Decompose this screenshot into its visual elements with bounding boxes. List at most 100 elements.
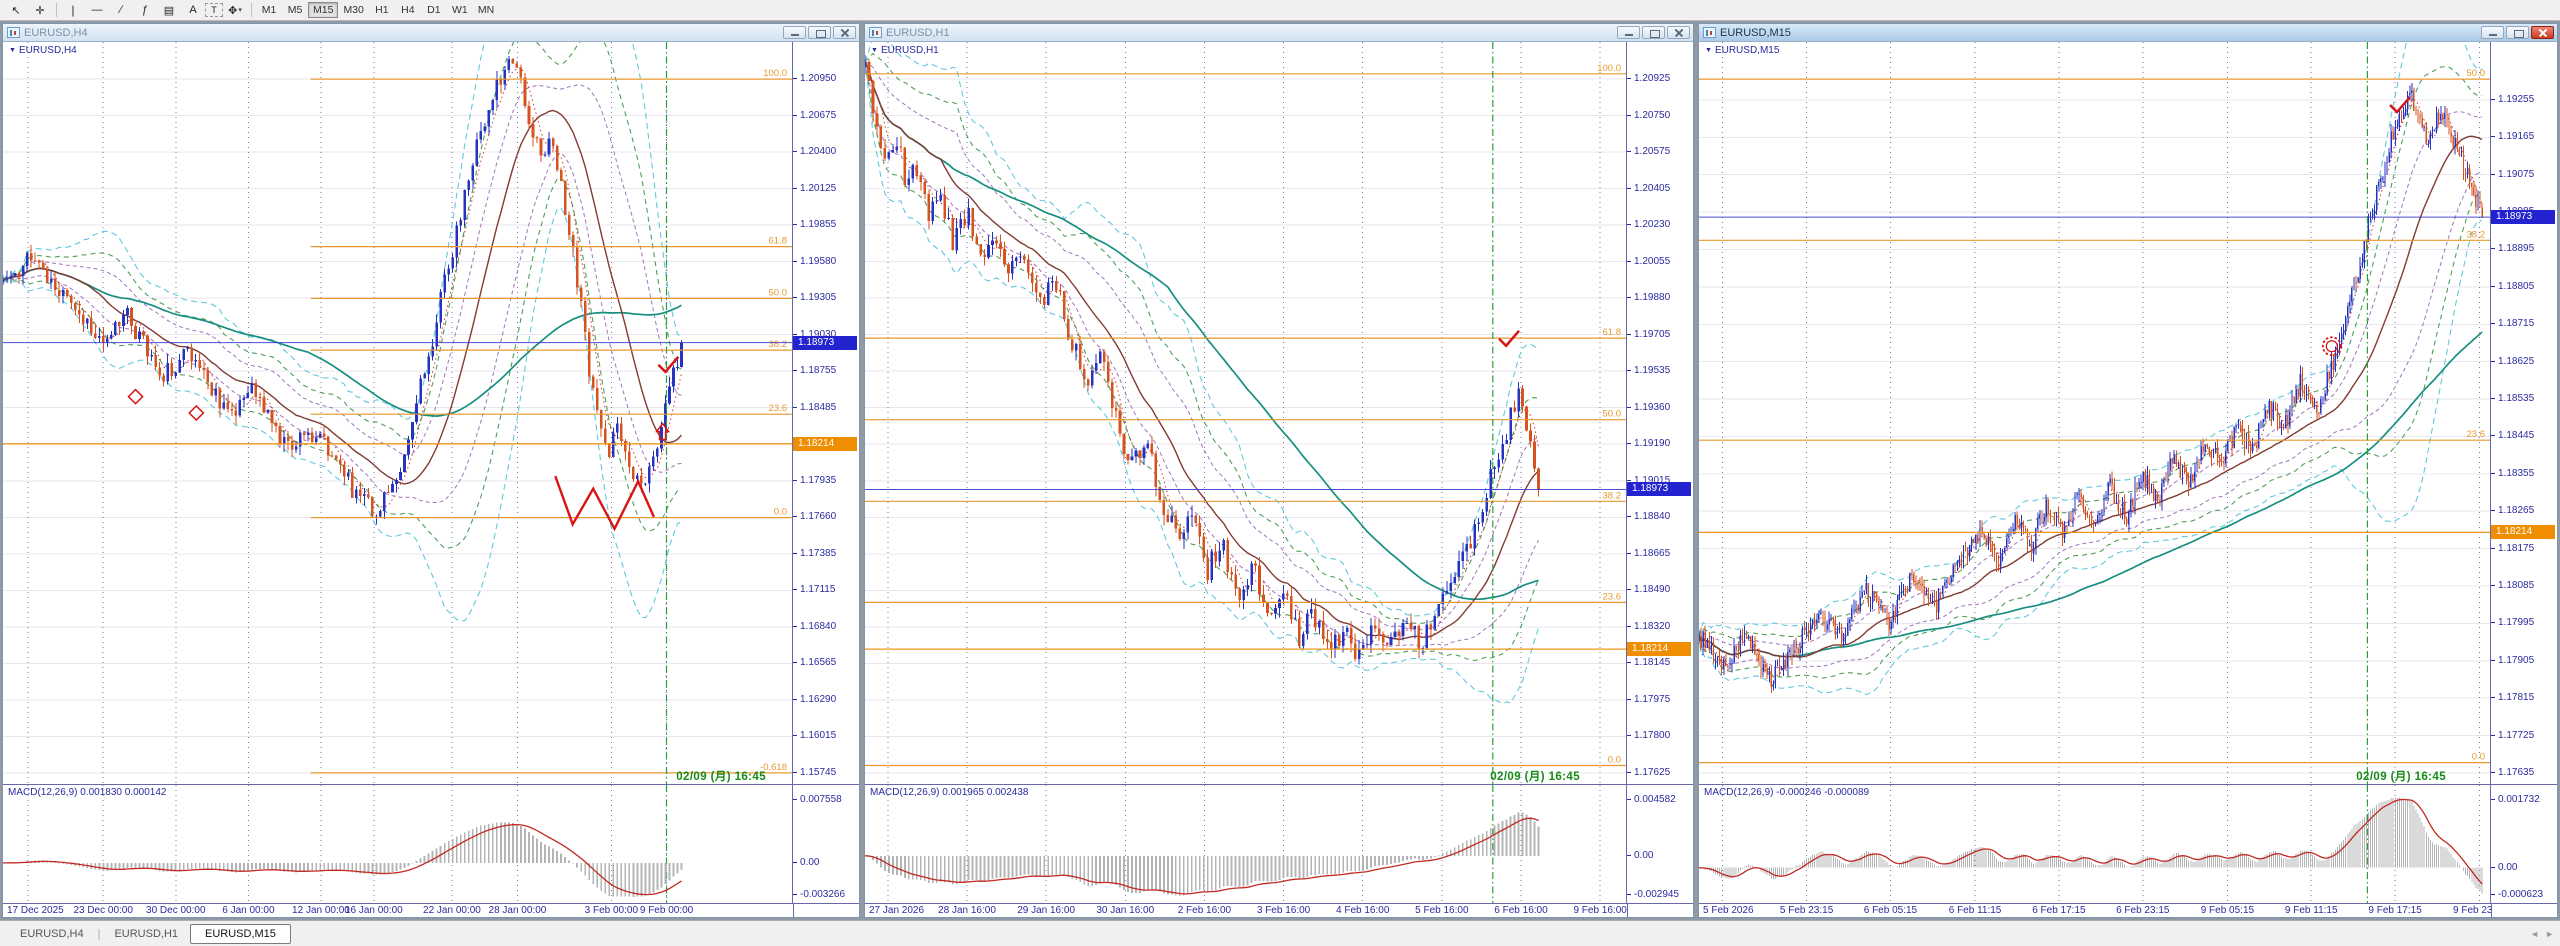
macd-axis: 0.0045820.00-0.002945 [1627, 785, 1693, 903]
symbol-label[interactable]: ▼EURUSD,H1 [871, 45, 939, 56]
price-axis-label: 1.16290 [793, 695, 836, 705]
window-minimize-button[interactable] [783, 26, 806, 39]
window-minimize-button[interactable] [2481, 26, 2504, 39]
price-axis-label: 1.19705 [1627, 330, 1670, 340]
svg-text:100.0: 100.0 [1597, 63, 1621, 74]
window-titlebar[interactable]: EURUSD,H4 [3, 24, 859, 41]
macd-axis-label: -0.000623 [2491, 890, 2543, 900]
window-restore-button[interactable] [808, 26, 831, 39]
svg-text:0.0: 0.0 [1608, 755, 1621, 766]
equidistant-channel-tool-icon[interactable]: ▤ [157, 2, 181, 19]
text-label-tool-icon[interactable]: T [205, 3, 223, 17]
axis-corner [793, 904, 859, 917]
tab-scroll-right-icon[interactable]: ► [2545, 929, 2554, 939]
price-chart-pane[interactable]: 50.038.223.60.0 ▼EURUSD,M15 02/09 (月) 16… [1699, 42, 2491, 784]
macd-axis-label: 0.00 [793, 858, 819, 868]
time-axis-label: 22 Jan 00:00 [423, 905, 481, 916]
price-axis-label: 1.17385 [793, 549, 836, 559]
price-axis-label: 1.20675 [793, 111, 836, 121]
horizontal-line-tool-icon[interactable]: — [85, 2, 109, 19]
macd-axis: 0.0075580.00-0.003266 [793, 785, 859, 903]
price-axis-label: 1.18625 [2491, 357, 2534, 367]
macd-canvas [1699, 785, 2490, 903]
window-titlebar[interactable]: EURUSD,M15 [1699, 24, 2557, 41]
time-axis-label: 23 Dec 00:00 [73, 905, 133, 916]
svg-text:0.0: 0.0 [2472, 752, 2485, 763]
timeframe-button-m15[interactable]: M15 [308, 2, 338, 18]
chevron-down-icon: ▼ [1705, 47, 1712, 54]
bid-price-tag: 1.18973 [1627, 482, 1691, 496]
svg-text:61.8: 61.8 [769, 236, 788, 247]
time-axis-label: 9 Feb 17:15 [2368, 905, 2421, 916]
price-chart-pane[interactable]: 100.061.850.038.223.60.0-0.618 ▼EURUSD,H… [3, 42, 793, 784]
window-restore-button[interactable] [1642, 26, 1665, 39]
macd-pane[interactable]: MACD(12,26,9) -0.000246 -0.000089 [1699, 785, 2491, 903]
window-close-button[interactable] [2531, 26, 2554, 39]
price-axis-label: 1.17975 [1627, 695, 1670, 705]
timeframe-button-d1[interactable]: D1 [421, 2, 447, 18]
price-axis-label: 1.18490 [1627, 585, 1670, 595]
tab-scroll-left-icon[interactable]: ◄ [2530, 929, 2539, 939]
time-axis-label: 9 Feb 05:15 [2201, 905, 2254, 916]
timeframe-button-m1[interactable]: M1 [256, 2, 282, 18]
time-axis-label: 4 Feb 16:00 [1336, 905, 1389, 916]
price-axis-label: 1.19855 [793, 220, 836, 230]
crosshair-tool-icon[interactable]: ✛ [28, 2, 52, 19]
vertical-line-tool-icon[interactable]: ❘ [61, 2, 85, 19]
bid-price-tag: 1.18973 [2491, 210, 2555, 224]
time-axis-label: 27 Jan 2026 [869, 905, 924, 916]
time-axis-label: 2 Feb 16:00 [1178, 905, 1231, 916]
chart-tab-eurusd-h4[interactable]: EURUSD,H4 [8, 925, 96, 943]
cursor-tool-icon[interactable]: ↖ [4, 2, 28, 19]
arrows-tool-icon[interactable]: ✥▾ [223, 2, 247, 19]
timeframe-button-h1[interactable]: H1 [369, 2, 395, 18]
fibonacci-tool-icon[interactable]: ƒ [133, 2, 157, 19]
svg-text:0.0: 0.0 [774, 507, 787, 518]
timeframe-button-w1[interactable]: W1 [447, 2, 473, 18]
trendline-tool-icon[interactable]: ∕ [109, 2, 133, 19]
timeframe-button-h4[interactable]: H4 [395, 2, 421, 18]
timeframe-button-m5[interactable]: M5 [282, 2, 308, 18]
chart-tab-eurusd-m15[interactable]: EURUSD,M15 [190, 924, 291, 944]
price-axis-label: 1.20055 [1627, 257, 1670, 267]
timeframe-button-mn[interactable]: MN [473, 2, 499, 18]
price-axis: 1.192551.191651.190751.189851.188951.188… [2491, 42, 2557, 784]
macd-pane[interactable]: MACD(12,26,9) 0.001830 0.000142 [3, 785, 793, 903]
symbol-label[interactable]: ▼EURUSD,H4 [9, 45, 77, 56]
trading-terminal: ↖✛ ❘—∕ƒ▤AT✥▾ M1M5M15M30H1H4D1W1MN EURUSD,H… [0, 0, 2560, 946]
chart-window-icon [7, 27, 20, 38]
window-close-button[interactable] [833, 26, 856, 39]
macd-axis-label: 0.00 [2491, 863, 2517, 873]
timeframe-button-m30[interactable]: M30 [338, 2, 368, 18]
price-chart-pane[interactable]: 100.061.850.038.223.60.0 ▼EURUSD,H1 02/0… [865, 42, 1627, 784]
chart-tab-eurusd-h1[interactable]: EURUSD,H1 [102, 925, 190, 943]
time-axis-label: 30 Jan 16:00 [1096, 905, 1154, 916]
time-axis-label: 28 Jan 00:00 [489, 905, 547, 916]
order-price-tag: 1.18214 [793, 437, 857, 451]
chart-window-icon [1703, 27, 1716, 38]
svg-text:38.2: 38.2 [1603, 490, 1622, 501]
price-axis-label: 1.18485 [793, 403, 836, 413]
window-titlebar[interactable]: EURUSD,H1 [865, 24, 1693, 41]
macd-axis-label: 0.007558 [793, 795, 842, 805]
bid-price-tag: 1.18973 [793, 336, 857, 350]
price-axis-label: 1.19255 [2491, 95, 2534, 105]
svg-text:23.6: 23.6 [769, 403, 788, 414]
price-axis-label: 1.20230 [1627, 220, 1670, 230]
chart-window-icon [869, 27, 882, 38]
text-tool-icon[interactable]: A [181, 2, 205, 19]
candle-timestamp: 02/09 (月) 16:45 [1490, 768, 1580, 784]
price-axis-label: 1.19190 [1627, 439, 1670, 449]
price-axis-label: 1.16565 [793, 658, 836, 668]
window-minimize-button[interactable] [1617, 26, 1640, 39]
window-restore-button[interactable] [2506, 26, 2529, 39]
price-axis-label: 1.19580 [793, 257, 836, 267]
symbol-label[interactable]: ▼EURUSD,M15 [1705, 45, 1779, 56]
macd-pane[interactable]: MACD(12,26,9) 0.001965 0.002438 [865, 785, 1627, 903]
chart-window-eurusd-h1: EURUSD,H1 100.061.850.038.223.60.0 ▼EURU… [864, 23, 1694, 918]
svg-text:50.0: 50.0 [2467, 68, 2486, 79]
window-close-button[interactable] [1667, 26, 1690, 39]
price-axis-label: 1.18665 [1627, 549, 1670, 559]
price-axis-label: 1.17815 [2491, 693, 2534, 703]
price-axis-label: 1.20125 [793, 184, 836, 194]
